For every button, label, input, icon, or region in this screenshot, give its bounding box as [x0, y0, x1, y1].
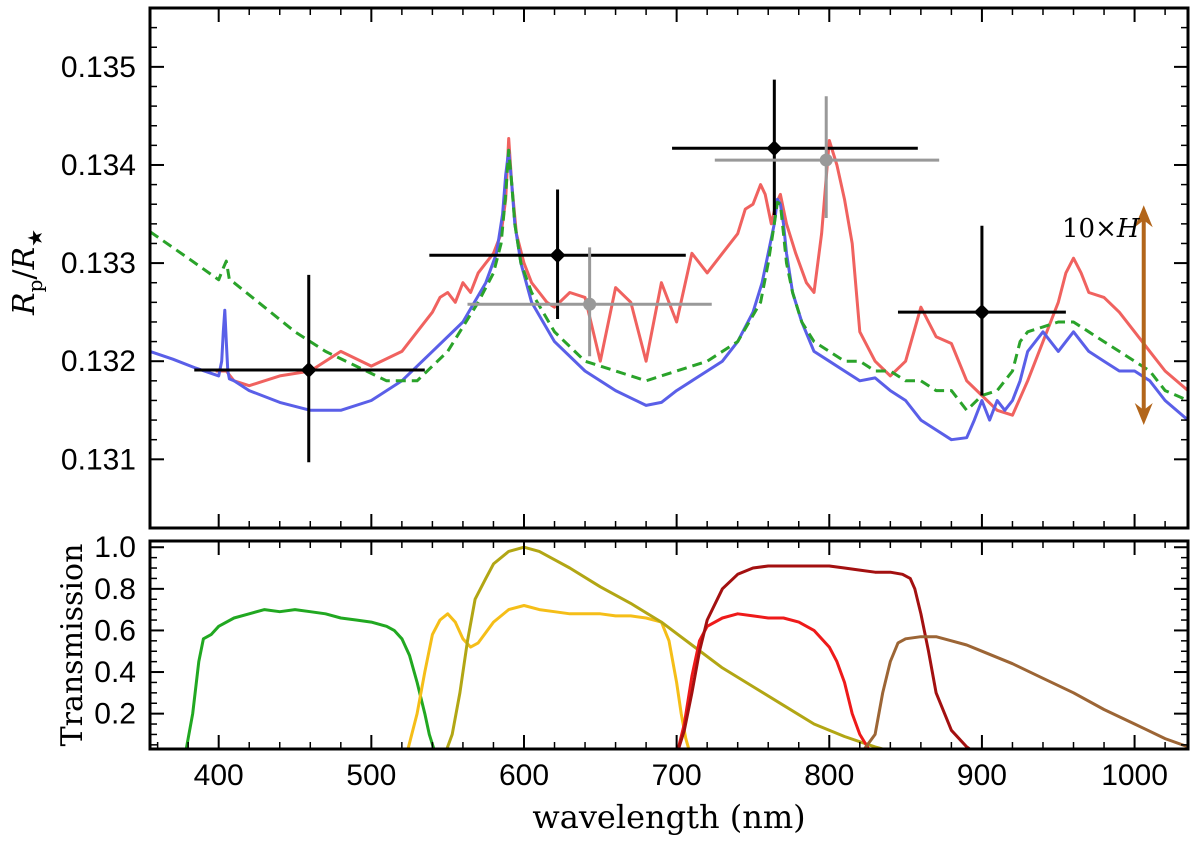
xtick-label: 400 [194, 759, 244, 792]
bottom-ytick-label: 0.6 [94, 614, 136, 647]
series-model-red [215, 137, 1188, 417]
series-brown-filter [862, 635, 1188, 749]
top-y-axis-label: Rp/R★ [7, 229, 47, 316]
bottom-panel: 0.2 0.4 0.6 0.8 1.0 400 500 600 700 800 900 1000 T… [55, 531, 1190, 836]
arrow-head-up [1134, 205, 1153, 228]
xtick-label: 1000 [1101, 759, 1168, 792]
errorbar-gray-1 [467, 247, 712, 357]
top-ytick-label: 0.132 [61, 345, 136, 378]
x-axis-label: wavelength (nm) [532, 798, 805, 836]
scale-height-arrow [1134, 205, 1153, 425]
errorbar-black-4 [897, 225, 1066, 396]
errorbar-black-1 [194, 274, 425, 463]
xtick-label: 800 [804, 759, 854, 792]
series-olive-filter [445, 545, 889, 749]
bottom-ytick-label: 0.2 [94, 698, 136, 731]
top-plot-frame [148, 6, 1190, 530]
bottom-plot-frame [148, 539, 1190, 751]
xtick-label: 900 [957, 759, 1007, 792]
arrow-head-down [1134, 402, 1153, 425]
xtick-label: 700 [652, 759, 702, 792]
series-model-blue [150, 148, 1188, 442]
top-ytick-label: 0.131 [61, 443, 136, 476]
series-green-filter [184, 608, 436, 749]
errorbar-black-3 [672, 79, 918, 216]
errorbar-gray-2 [714, 96, 940, 218]
errorbar-black-2 [429, 189, 686, 320]
bottom-ytick-label: 1.0 [94, 531, 136, 564]
top-ytick-label: 0.134 [61, 149, 136, 182]
scale-height-label: 10×H [1062, 214, 1141, 244]
series-yellow-filter [406, 604, 691, 749]
bottom-ytick-label: 0.8 [94, 573, 136, 606]
series-darkred-filter [676, 564, 973, 749]
series-model-green [150, 148, 1188, 412]
xtick-label: 600 [499, 759, 549, 792]
xtick-label: 500 [346, 759, 396, 792]
bottom-ytick-label: 0.4 [94, 656, 136, 689]
bottom-y-axis-label: Transmission [55, 544, 90, 747]
series-red-filter [676, 612, 871, 749]
top-ytick-label: 0.133 [61, 247, 136, 280]
top-ytick-label: 0.135 [61, 51, 136, 84]
top-panel: 10×H 0.131 0.132 0.133 0.134 0.135 Rp/R★ [7, 6, 1190, 530]
